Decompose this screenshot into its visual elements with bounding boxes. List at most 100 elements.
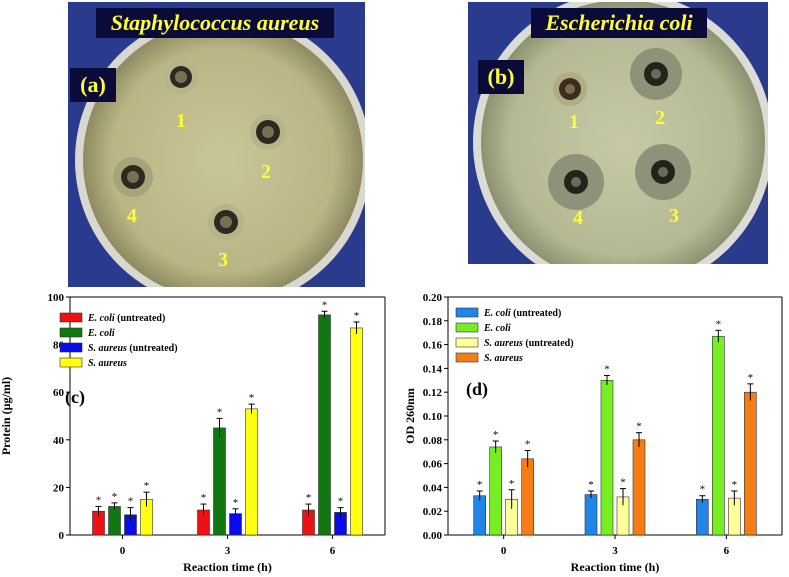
significance-marker: * <box>144 480 150 492</box>
legend-entry-species: E. coli <box>483 323 511 334</box>
significance-marker: * <box>338 496 344 508</box>
y-axis-label: Protein (µg/ml) <box>0 377 13 455</box>
significance-marker: * <box>354 310 360 322</box>
y-tick-label: 20 <box>53 482 65 494</box>
legend-entry-species: E. coli <box>87 328 115 339</box>
x-tick-label: 0 <box>120 545 126 557</box>
significance-marker: * <box>620 477 626 489</box>
bar <box>245 408 258 536</box>
well-3 <box>635 144 691 200</box>
well-4 <box>548 154 604 210</box>
well-2 <box>630 48 682 100</box>
significance-marker: * <box>322 299 328 311</box>
significance-marker: * <box>588 479 594 491</box>
x-tick-label: 0 <box>501 545 507 557</box>
x-tick-label: 6 <box>330 545 336 557</box>
significance-marker: * <box>96 494 102 506</box>
photo-panel-b: 1 2 3 4 Escherichia coli (b) <box>468 2 768 264</box>
legend-entry: E. coli (untreated) <box>87 313 165 324</box>
significance-marker: * <box>604 364 610 376</box>
legend-swatch <box>59 342 83 353</box>
photo-title-b: Escherichia coli <box>531 8 707 38</box>
bar <box>584 494 598 536</box>
bar <box>318 314 331 536</box>
y-tick-label: 100 <box>48 292 65 304</box>
significance-marker: * <box>233 497 239 509</box>
significance-marker: * <box>700 484 706 496</box>
well-label-4: 4 <box>573 207 583 229</box>
photo-label-b: (b) <box>478 60 524 94</box>
well-label-4: 4 <box>127 205 137 227</box>
photo-panel-a: 1 2 3 4 Staphylococcus aureus (a) <box>68 2 365 287</box>
legend-entry-species: E. coli <box>483 308 511 319</box>
legend-swatch <box>59 327 83 338</box>
well-1 <box>164 60 198 94</box>
legend-entry: E. coli <box>483 323 511 334</box>
legend-entry: E. coli (untreated) <box>483 308 561 319</box>
bar <box>489 446 502 536</box>
legend-swatch <box>455 352 479 363</box>
well-4 <box>113 157 153 197</box>
legend-entry-note: (untreated) <box>511 308 562 319</box>
chart-d: 0.00 0.02 0.04 0.06 0.08 0.10 0.12 0.14 0.16 0.18… <box>403 292 783 574</box>
bar <box>108 506 121 536</box>
bar <box>744 391 757 536</box>
well-label-2: 2 <box>261 161 271 183</box>
legend-entry-species: E. coli <box>87 313 115 324</box>
x-tick-label: 6 <box>724 545 730 557</box>
legend-swatch <box>455 322 479 333</box>
legend-entry-species: S. aureus <box>88 358 127 369</box>
y-tick-label: 0 <box>59 530 65 542</box>
bar <box>632 439 646 536</box>
legend-entry-note: (untreated) <box>523 338 574 349</box>
y-tick-label: 60 <box>53 387 65 399</box>
y-tick-label: 0.02 <box>423 506 443 518</box>
significance-marker: * <box>128 496 134 508</box>
significance-marker: * <box>306 492 312 504</box>
y-tick-label: 0.12 <box>423 387 443 399</box>
y-tick-label: 0.16 <box>423 340 443 352</box>
well-1 <box>553 72 587 106</box>
legend-entry-species: S. aureus <box>484 353 523 364</box>
well-label-3: 3 <box>669 205 679 227</box>
legend-entry-species: S. aureus <box>484 338 523 349</box>
x-tick-label: 3 <box>612 545 618 557</box>
panel-label: (d) <box>466 379 488 400</box>
significance-marker: * <box>493 429 499 441</box>
legend-entry: S. aureus (untreated) <box>484 338 574 349</box>
photo-label-a: (a) <box>70 68 116 102</box>
significance-marker: * <box>525 439 531 451</box>
well-label-1: 1 <box>176 110 186 132</box>
panel-label: (c) <box>65 387 85 408</box>
legend-entry-note: (untreated) <box>115 313 166 324</box>
y-tick-label: 0.14 <box>423 363 443 375</box>
legend-entry-note: (untreated) <box>127 343 178 354</box>
significance-marker: * <box>477 479 483 491</box>
petri-dish-b: 1 2 3 4 <box>473 2 768 264</box>
bar <box>473 495 486 536</box>
well-3 <box>208 204 244 240</box>
x-tick-label: 3 <box>225 545 231 557</box>
significance-marker: * <box>716 318 722 330</box>
significance-marker: * <box>201 492 207 504</box>
y-tick-label: 0.10 <box>423 411 443 423</box>
petri-dish-a: 1 2 3 4 <box>75 12 365 287</box>
well-label-1: 1 <box>569 111 579 133</box>
agar-plate <box>481 2 765 264</box>
legend-swatch <box>455 337 479 348</box>
significance-marker: * <box>509 478 515 490</box>
y-tick-label: 80 <box>53 340 65 352</box>
legend-entry: S. aureus (untreated) <box>88 343 178 354</box>
bar <box>600 380 614 536</box>
y-tick-label: 0.18 <box>423 316 443 328</box>
legend-swatch <box>455 307 479 318</box>
y-tick-label: 0.00 <box>423 530 443 542</box>
bar <box>521 458 534 536</box>
x-axis-label: Reaction time (h) <box>183 560 272 574</box>
significance-marker: * <box>249 392 255 404</box>
photo-title-a: Staphylococcus aureus <box>96 8 334 38</box>
y-tick-label: 0.04 <box>423 482 443 494</box>
legend-entry-species: S. aureus <box>88 343 127 354</box>
bar <box>696 499 709 536</box>
agar-plate <box>83 20 363 287</box>
